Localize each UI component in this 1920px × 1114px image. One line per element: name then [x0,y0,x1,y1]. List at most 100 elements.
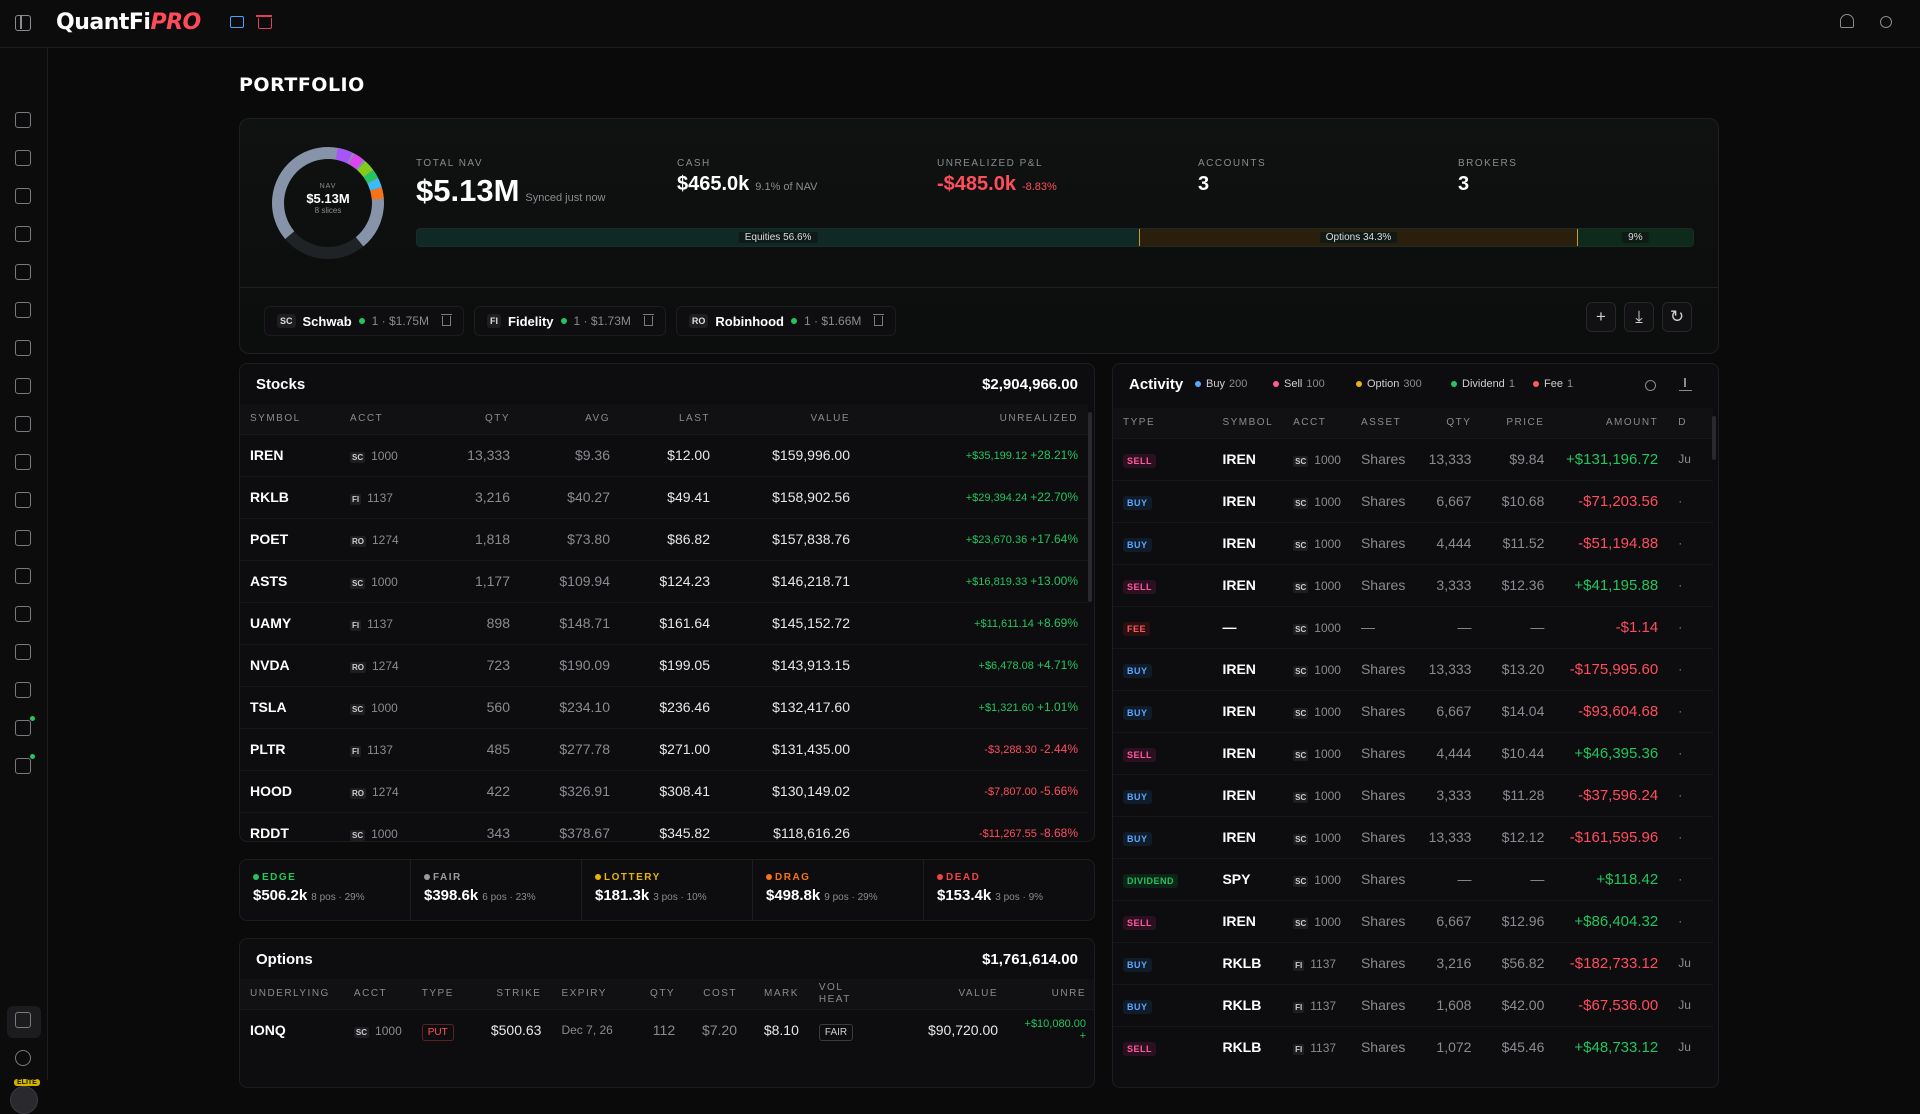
building-icon[interactable] [15,568,31,584]
bucket-dead[interactable]: DEAD $153.4k 3 pos · 9% [924,860,1094,920]
activity-row[interactable]: BUY IREN SC 1000 Shares 3,333 $11.28 -$37,596.2… [1113,773,1713,816]
download-icon[interactable] [1679,378,1692,391]
table-row[interactable]: POET RO 1274 1,818 $73.80 $86.82 $157,838.76 +$… [240,517,1088,560]
legend-sell[interactable]: Sell 100 [1273,378,1325,390]
column-header[interactable]: AVG [585,413,610,425]
table-row[interactable]: IREN SC 1000 13,333 $9.36 $12.00 $159,996.00 +$… [240,433,1088,476]
stocks-scrollbar[interactable] [1088,412,1092,602]
activity-row[interactable]: BUY RKLB FI 1137 Shares 1,608 $42.00 -$67,536.0… [1113,983,1713,1026]
column-header[interactable]: MARK [763,988,799,1000]
column-header[interactable]: VOL HEAT [809,979,889,1009]
broker-chip-schwab[interactable]: SC Schwab 1 · $1.75M [264,306,465,336]
app-logo[interactable]: QuantFiPRO [56,10,201,35]
broker-chip-robinhood[interactable]: RO Robinhood 1 · $1.66M [675,306,897,336]
column-header[interactable]: VALUE [810,413,850,425]
column-header[interactable]: STRIKE [496,988,542,1000]
bucket-lottery[interactable]: LOTTERY $181.3k 3 pos · 10% [582,860,753,920]
crown-icon[interactable] [15,302,31,318]
analytics-icon[interactable] [15,720,31,736]
graduation-icon[interactable] [15,226,31,242]
sun-icon[interactable] [1880,16,1892,28]
legend-option[interactable]: Option 300 [1356,378,1422,390]
star-icon[interactable] [15,264,31,280]
column-header[interactable]: UNRE [1051,988,1086,1000]
wallet-icon[interactable] [230,16,244,28]
column-header[interactable]: COST [703,988,737,1000]
activity-row[interactable]: SELL IREN SC 1000 Shares 6,667 $12.96 +$86,404.… [1113,899,1713,942]
eye-icon[interactable] [15,530,31,546]
trash-icon[interactable] [642,314,654,326]
add-account-button[interactable]: + [1586,302,1616,332]
column-header[interactable]: UNREALIZED [999,413,1078,425]
terminal-icon[interactable] [15,606,31,622]
column-header[interactable]: PRICE [1506,417,1545,429]
diamond-icon[interactable] [15,682,31,698]
legend-fee[interactable]: Fee 1 [1533,378,1573,390]
table-row[interactable]: NVDA RO 1274 723 $190.09 $199.05 $143,913.15 +$… [240,643,1088,686]
sidebar-item-portfolio[interactable] [7,1006,41,1038]
table-row[interactable]: IONQ SC 1000 PUT $500.63 Dec 7, 26 112 $7.20 $8.… [240,1008,1094,1051]
column-header[interactable]: EXPIRY [561,988,607,1000]
column-header[interactable]: QTY [650,988,676,1000]
table-row[interactable]: PLTR FI 1137 485 $277.78 $271.00 $131,435.00 -$… [240,727,1088,770]
home-icon[interactable] [15,112,31,128]
column-header[interactable]: UNDERLYING [250,988,330,1000]
exchange-icon[interactable] [15,454,31,470]
activity-scrollbar[interactable] [1712,416,1716,460]
column-header[interactable]: ACCT [1293,417,1327,429]
settings-icon[interactable] [15,1050,31,1066]
activity-row[interactable]: SELL IREN SC 1000 Shares 13,333 $9.84 +$131,196… [1113,437,1713,480]
activity-row[interactable]: BUY IREN SC 1000 Shares 13,333 $13.20 -$175,995… [1113,647,1713,690]
activity-row[interactable]: BUY IREN SC 1000 Shares 4,444 $11.52 -$51,194.8… [1113,521,1713,564]
trash-icon[interactable] [256,15,272,29]
column-header[interactable]: QTY [1446,417,1472,429]
bank-icon[interactable] [15,492,31,508]
column-header[interactable]: ASSET [1360,417,1402,429]
alert-icon[interactable] [15,340,31,356]
flask-icon[interactable] [15,758,31,774]
column-header[interactable]: SYMBOL [250,413,301,425]
calendar-icon[interactable] [15,416,31,432]
nodes-icon[interactable] [15,188,31,204]
activity-row[interactable]: FEE — SC 1000— — — -$1.14 · [1113,605,1713,648]
activity-row[interactable]: SELL IREN SC 1000 Shares 4,444 $10.44 +$46,395.… [1113,731,1713,774]
table-row[interactable]: ASTS SC 1000 1,177 $109.94 $124.23 $146,218.71… [240,559,1088,602]
download-button[interactable]: ⤓ [1624,302,1654,332]
column-header[interactable]: D [1678,417,1687,429]
column-header[interactable]: TYPE [421,988,454,1000]
sidebar-toggle-icon[interactable] [15,15,31,31]
refresh-button[interactable]: ↻ [1662,302,1692,332]
table-row[interactable]: HOOD RO 1274 422 $326.91 $308.41 $130,149.02 -$… [240,769,1088,812]
bucket-fair[interactable]: FAIR $398.6k 6 pos · 23% [411,860,582,920]
column-header[interactable]: TYPE [1123,417,1156,429]
activity-row[interactable]: BUY IREN SC 1000 Shares 13,333 $12.12 -$161,595… [1113,815,1713,858]
column-header[interactable]: LAST [678,413,710,425]
legend-buy[interactable]: Buy 200 [1195,378,1247,390]
column-header[interactable]: ACCT [353,988,388,1000]
trash-icon[interactable] [441,314,453,326]
bucket-drag[interactable]: DRAG $498.8k 9 pos · 29% [753,860,924,920]
activity-row[interactable]: BUY IREN SC 1000 Shares 6,667 $14.04 -$93,604.6… [1113,689,1713,732]
column-header[interactable]: AMOUNT [1605,417,1659,429]
bucket-edge[interactable]: EDGE $506.2k 8 pos · 29% [240,860,411,920]
column-header[interactable]: SYMBOL [1222,417,1274,429]
table-row[interactable]: RDDT SC 1000 343 $378.67 $345.82 $118,616.26 -$… [240,811,1088,841]
chart-icon[interactable] [15,150,31,166]
column-header[interactable]: QTY [484,413,510,425]
avatar[interactable] [10,1086,38,1114]
activity-row[interactable]: DIVIDEND SPY SC 1000 Shares — — +$118.42 · [1113,857,1713,900]
activity-row[interactable]: SELL IREN SC 1000 Shares 3,333 $12.36 +$41,195.… [1113,563,1713,606]
legend-dividend[interactable]: Dividend 1 [1451,378,1515,390]
trash-icon[interactable] [873,314,885,326]
activity-row[interactable]: BUY RKLB FI 1137 Shares 3,216 $56.82 -$182,733.… [1113,941,1713,984]
table-row[interactable]: RKLB FI 1137 3,216 $40.27 $49.41 $158,902.56 +$… [240,475,1088,518]
search-icon[interactable] [1645,380,1656,391]
broker-chip-fidelity[interactable]: FI Fidelity 1 · $1.73M [474,306,666,336]
table-row[interactable]: UAMY FI 1137 898 $148.71 $161.64 $145,152.72 +$… [240,601,1088,644]
grid-icon[interactable] [15,644,31,660]
activity-row[interactable]: SELL RKLB FI 1137 Shares 1,072 $45.46 +$48,733.… [1113,1025,1713,1068]
bell-icon[interactable] [1840,14,1854,28]
column-header[interactable]: VALUE [958,988,999,1000]
activity-row[interactable]: BUY IREN SC 1000 Shares 6,667 $10.68 -$71,203.5… [1113,479,1713,522]
pulse-icon[interactable] [15,378,31,394]
